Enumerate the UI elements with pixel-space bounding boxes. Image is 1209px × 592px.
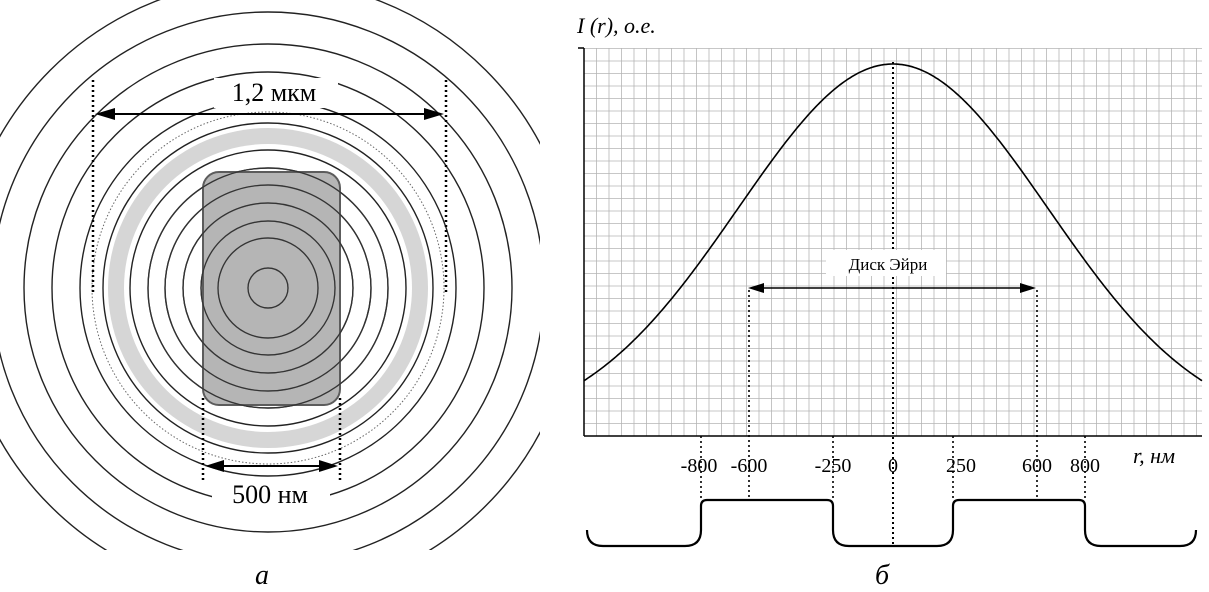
panel-a: 1,2 мкм 500 нм а (0, 0, 540, 591)
halo-ring-dotted-edge (91, 111, 445, 465)
rect-arrow-head-right (319, 460, 338, 472)
width-arrow-head-right (424, 108, 444, 120)
rect-label-bg (212, 478, 330, 508)
inner-ring-1 (217, 237, 319, 339)
tick-label-6: 800 (1070, 455, 1100, 477)
rect-label: 500 нм (232, 480, 308, 509)
panel-b: -800 -600 -250 0 250 600 800 Диск Эйри I (r), … (576, 13, 1203, 591)
interference-rings-inner (147, 167, 389, 409)
y-axis-label: I (r), о.е. (576, 13, 656, 38)
tick-label-0: -800 (681, 455, 718, 477)
airy-arrow-head-left (748, 283, 764, 293)
inner-ring-2 (200, 220, 336, 356)
tick-guides (700, 290, 1086, 500)
structure-profile (585, 498, 1198, 548)
width-arrow-head-left (95, 108, 115, 120)
tick-label-3: 0 (888, 455, 898, 477)
tick-label-1: -600 (731, 455, 768, 477)
plot-grid (584, 48, 1202, 436)
rect-structure (202, 171, 341, 406)
ring-10 (23, 43, 513, 533)
tick-label-2: -250 (815, 455, 852, 477)
inner-ring-4 (164, 184, 372, 392)
x-axis-label: r, нм (1133, 443, 1175, 468)
ring-6 (129, 149, 407, 427)
ring-7 (102, 122, 434, 454)
airy-arrow-head-right (1020, 283, 1036, 293)
inner-ring-5 (147, 167, 389, 409)
width-label: 1,2 мкм (232, 78, 317, 107)
caption-a: а (255, 560, 269, 591)
airy-label-bg (826, 250, 946, 276)
tick-label-4: 250 (946, 455, 976, 477)
airy-label: Диск Эйри (849, 255, 928, 274)
width-label-bg (214, 78, 338, 108)
ring-11 (0, 11, 540, 550)
inner-ring-3 (182, 202, 354, 374)
caption-b: б (875, 560, 890, 591)
rect-arrow-head-left (205, 460, 224, 472)
tick-labels: -800 -600 -250 0 250 600 800 (681, 455, 1100, 477)
tick-label-5: 600 (1022, 455, 1052, 477)
inner-ring-0 (247, 267, 289, 309)
